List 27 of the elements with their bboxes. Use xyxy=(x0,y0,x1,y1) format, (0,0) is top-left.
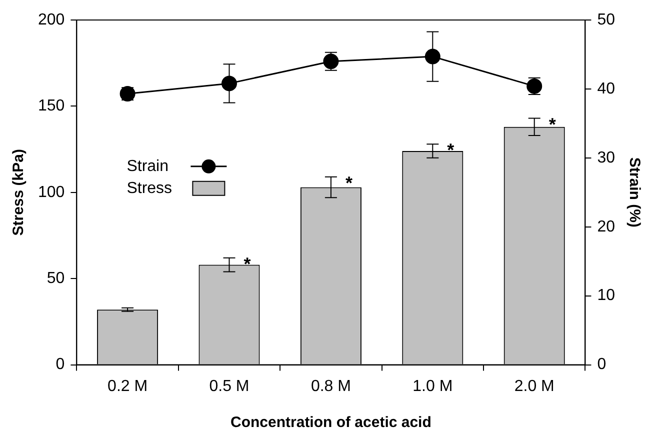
annotation: * xyxy=(447,140,454,160)
legend-label: Strain xyxy=(126,158,168,175)
y-axis-title: Stress (kPa) xyxy=(10,149,28,236)
x-tick-label: 1.0 M xyxy=(412,378,453,395)
legend-label: Stress xyxy=(126,180,172,197)
y-tick-label: 150 xyxy=(38,98,65,115)
x-tick-label: 0.2 M xyxy=(108,378,148,395)
y-tick-label: 100 xyxy=(38,184,65,201)
y-tick-label: 0 xyxy=(56,356,65,374)
x-axis-title: Concentration of acetic acid xyxy=(230,414,432,432)
y2-tick-label: 50 xyxy=(597,11,616,28)
annotation: * xyxy=(548,114,556,134)
y2-tick-label: 30 xyxy=(597,149,616,166)
y2-tick-label: 40 xyxy=(597,80,616,98)
y2-tick-label: 0 xyxy=(597,356,606,374)
y2-tick-label: 10 xyxy=(597,287,616,304)
x-tick-label: 2.0 M xyxy=(514,378,554,395)
y-tick-label: 50 xyxy=(46,270,65,288)
annotation: * xyxy=(244,254,251,274)
y2-tick-label: 20 xyxy=(597,218,616,236)
x-tick-label: 0.8 M xyxy=(310,378,351,395)
annotation: * xyxy=(345,172,352,193)
y-tick-label: 200 xyxy=(38,11,65,28)
point xyxy=(424,48,440,64)
point xyxy=(222,76,237,92)
x-tick-label: 0.5 M xyxy=(209,378,250,395)
y2-axis-title: Strain (%) xyxy=(626,157,643,228)
